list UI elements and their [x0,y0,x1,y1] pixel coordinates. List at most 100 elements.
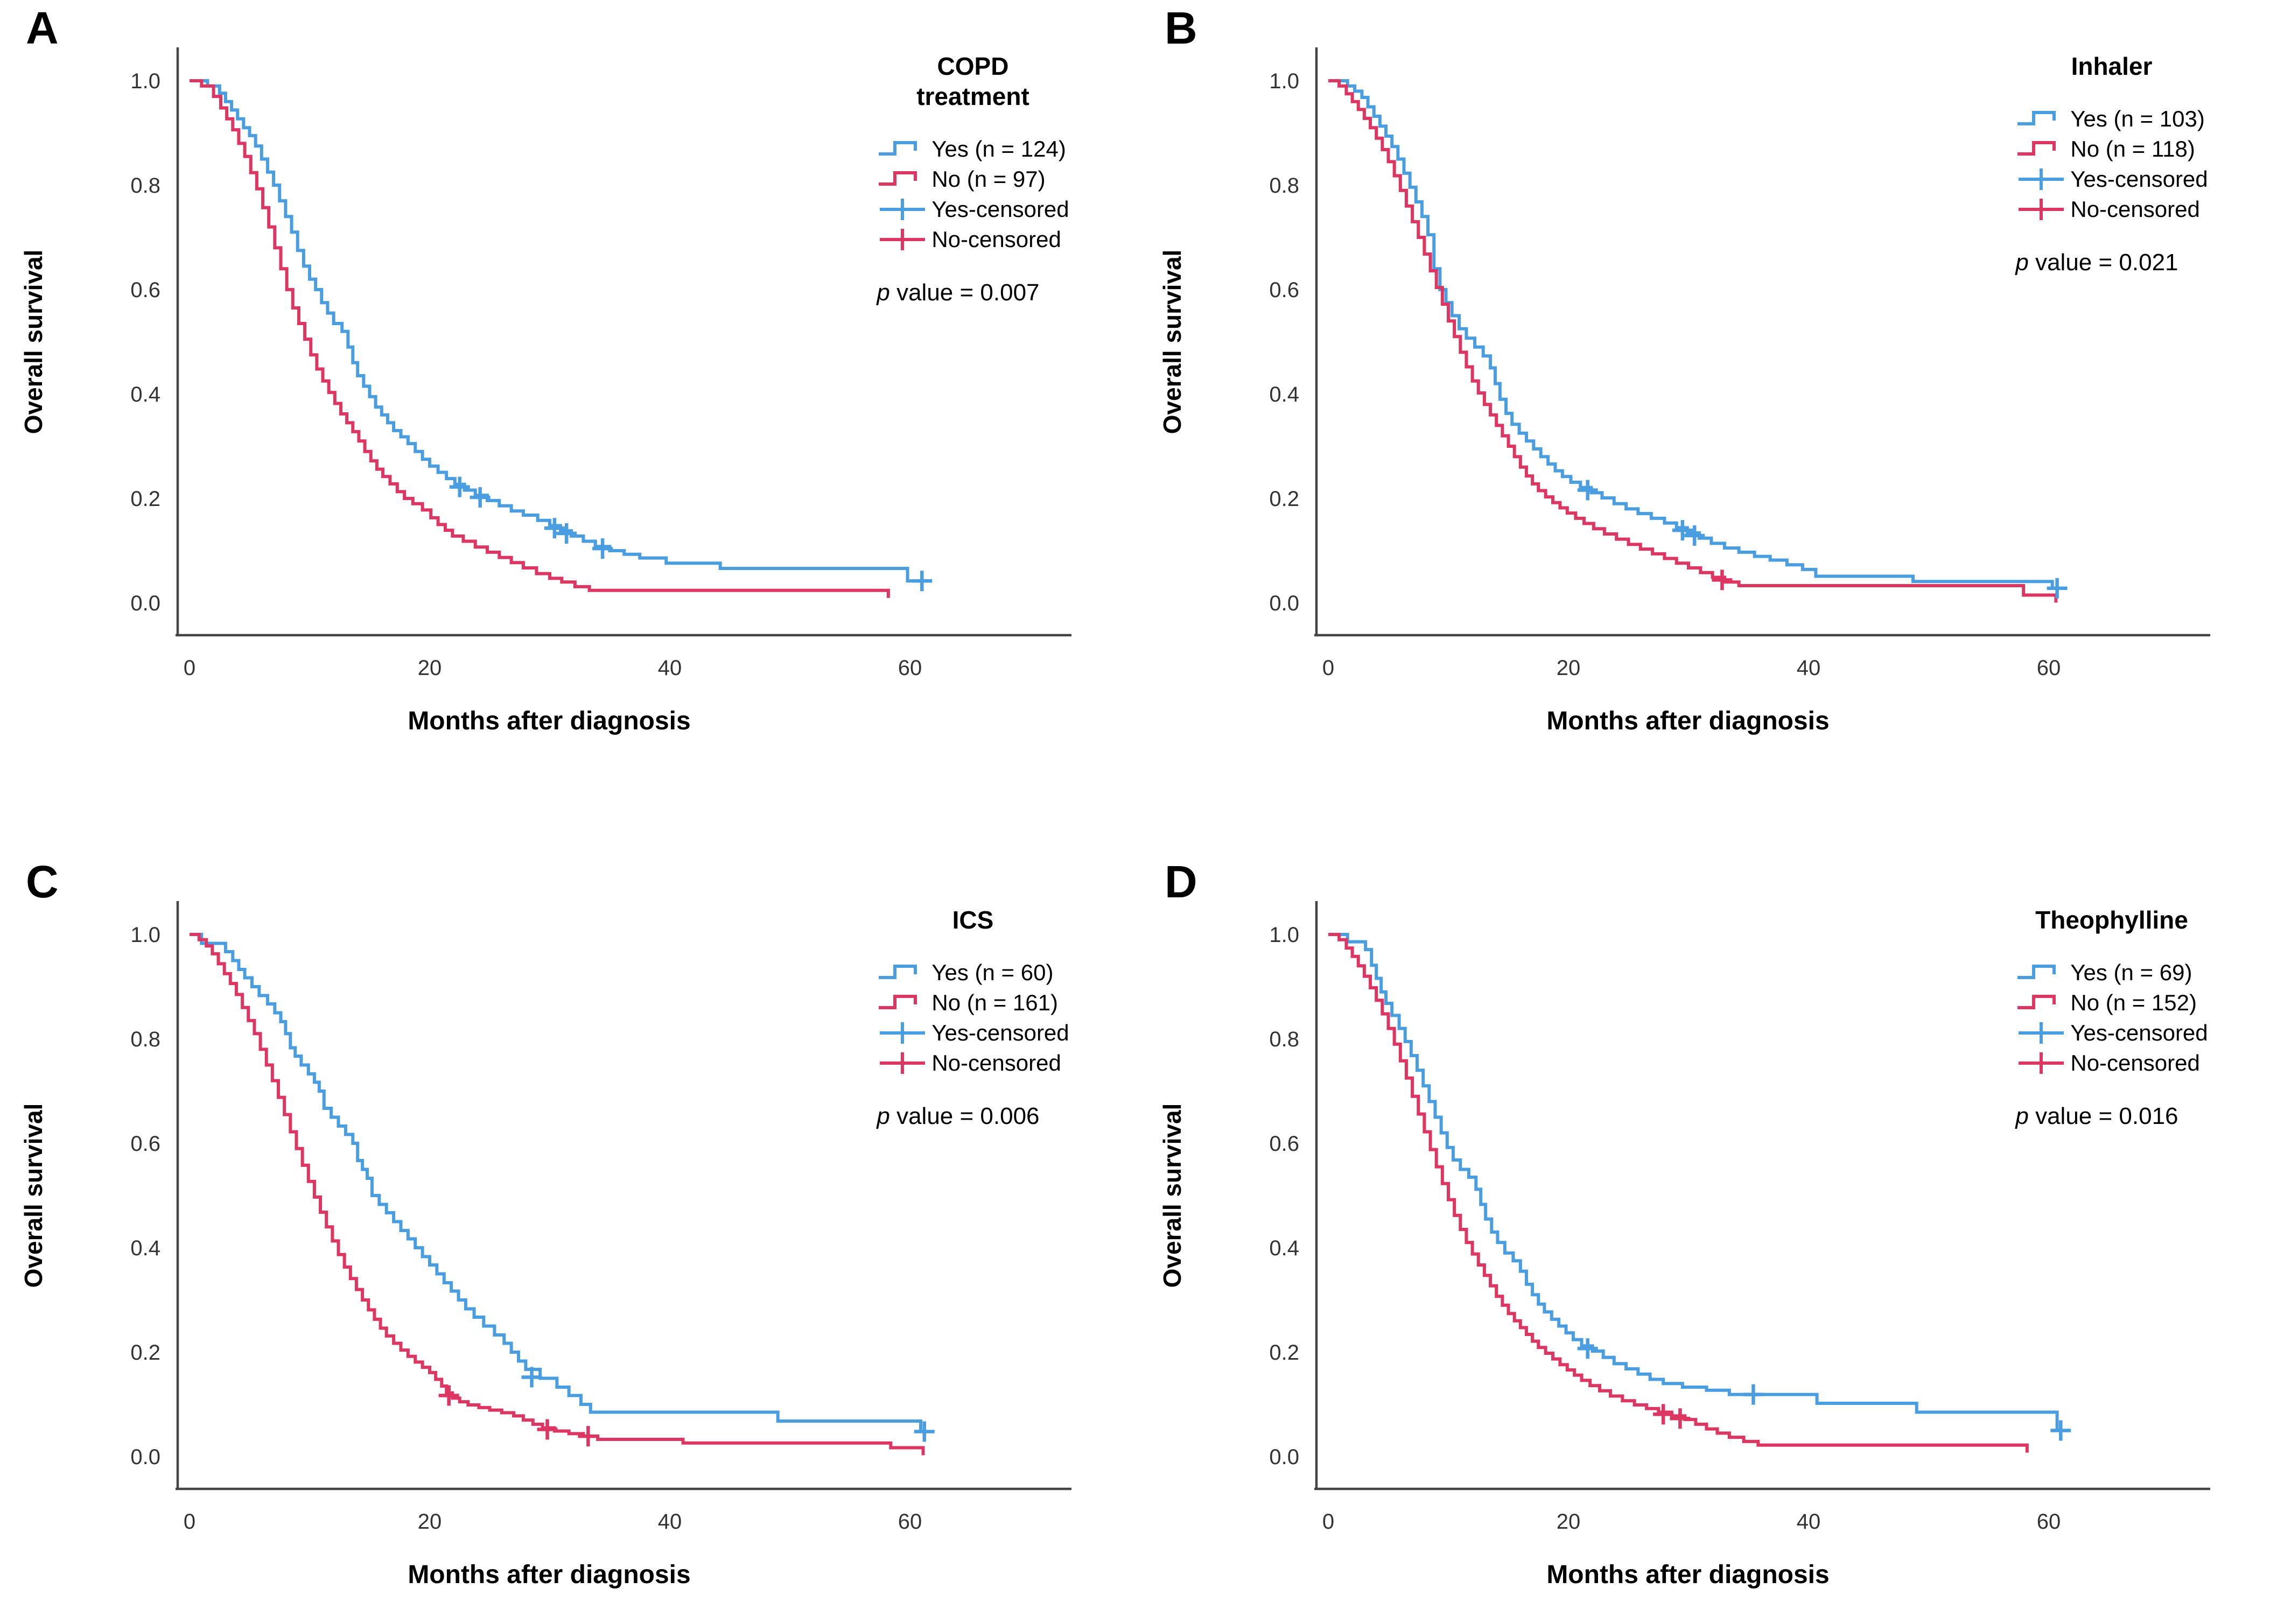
km-plot: 1.0 0.8 0.6 0.4 0.2 0.0 0 20 40 60 [130,47,1071,680]
p-value: p value = 0.016 [2015,1103,2178,1130]
x-axis-label: Months after diagnosis [408,707,691,735]
svg-text:0.2: 0.2 [1269,487,1299,511]
p-value: p value = 0.007 [877,279,1040,306]
svg-text:0.6: 0.6 [1269,1132,1299,1156]
svg-text:40: 40 [1797,1510,1821,1534]
svg-text:0: 0 [1322,1510,1334,1534]
svg-text:0: 0 [1322,656,1334,680]
km-step-icon [2017,965,2056,980]
legend-item-label: Yes (n = 60) [931,960,1054,986]
svg-text:0.8: 0.8 [1269,1028,1299,1051]
km-step-icon [879,965,917,980]
legend: Theophylline Yes (n = 69) No (n = 152) Y… [1946,905,2277,1130]
panel-letter: A [26,3,59,53]
km-plot: 1.0 0.8 0.6 0.4 0.2 0.0 0 20 40 60 [130,901,1071,1534]
legend-item-no-censored: No-censored [2015,1048,2208,1078]
panel-a: A Overall survival 1.0 0.8 0.6 0.4 0.2 0.0 0 20… [0,0,1138,812]
legend-item-label: Yes-censored [931,1020,1069,1046]
km-step-icon [2017,995,2056,1010]
legend: ICS Yes (n = 60) No (n = 161) Yes-censor… [808,905,1138,1130]
svg-text:40: 40 [658,656,682,680]
censor-plus-icon [2019,168,2064,191]
km-step-icon [879,995,917,1010]
svg-text:20: 20 [1557,1510,1581,1534]
censor-plus-icon [880,1022,926,1044]
svg-text:0.6: 0.6 [130,1132,160,1156]
km-plot: 1.0 0.8 0.6 0.4 0.2 0.0 0 20 40 60 [1269,901,2210,1534]
legend-item-no-censored: No-censored [877,1048,1069,1078]
svg-text:60: 60 [898,656,922,680]
legend-item-no: No (n = 118) [2015,134,2208,164]
svg-text:20: 20 [418,1510,442,1534]
legend-title: Inhaler [2071,52,2153,80]
svg-text:1.0: 1.0 [1269,69,1299,93]
svg-text:0.0: 0.0 [130,592,160,615]
legend-item-label: Yes-censored [931,196,1069,222]
x-axis-label: Months after diagnosis [408,1560,691,1589]
legend-title: COPD treatment [916,52,1029,111]
km-plot: 1.0 0.8 0.6 0.4 0.2 0.0 0 20 40 60 [1269,47,2210,680]
svg-text:0.4: 0.4 [1269,383,1299,406]
svg-text:40: 40 [1797,656,1821,680]
legend-item-yes: Yes (n = 124) [877,134,1069,164]
legend-item-label: No (n = 161) [931,990,1058,1016]
legend-item-label: Yes (n = 124) [931,136,1066,162]
p-value: p value = 0.021 [2015,249,2178,276]
legend-item-yes: Yes (n = 69) [2015,958,2208,988]
legend-item-label: Yes (n = 69) [2070,960,2192,986]
legend-item-label: No (n = 152) [2070,990,2197,1016]
svg-text:20: 20 [1557,656,1581,680]
panel-b: B Overall survival 1.0 0.8 0.6 0.4 0.2 0.0 0 20… [1139,0,2277,812]
svg-text:40: 40 [658,1510,682,1534]
svg-text:1.0: 1.0 [1269,923,1299,947]
legend-item-label: No-censored [2070,196,2200,222]
legend: COPD treatment Yes (n = 124) No (n = 97)… [808,51,1138,306]
legend-item-label: No (n = 118) [2070,136,2195,162]
legend-item-label: No-censored [931,1050,1061,1076]
censor-plus-icon [880,1052,926,1074]
legend-title: Theophylline [2035,906,2188,934]
legend-item-yes-censored: Yes-censored [2015,1018,2208,1048]
panel-c: C Overall survival 1.0 0.8 0.6 0.4 0.2 0.0 0 20… [0,812,1138,1623]
legend-item-no-censored: No-censored [877,224,1069,255]
legend-item-no: No (n = 152) [2015,988,2208,1018]
censor-plus-icon [2019,1052,2064,1074]
svg-text:0: 0 [184,1510,195,1534]
km-step-icon [2017,141,2056,156]
legend-item-yes-censored: Yes-censored [877,1018,1069,1048]
svg-text:20: 20 [418,656,442,680]
km-step-icon [2017,111,2056,126]
panel-letter: D [1165,856,1197,907]
censor-plus-icon [2019,1022,2064,1044]
svg-text:0: 0 [184,656,195,680]
legend-item-yes-censored: Yes-censored [877,194,1069,224]
panel-letter: B [1165,3,1197,53]
legend-item-no-censored: No-censored [2015,194,2208,224]
legend: Inhaler Yes (n = 103) No (n = 118) Yes-c… [1946,51,2277,276]
censor-plus-icon [880,229,926,251]
svg-text:1.0: 1.0 [130,69,160,93]
svg-text:0.8: 0.8 [130,174,160,198]
svg-text:0.2: 0.2 [130,1341,160,1365]
legend-item-yes: Yes (n = 103) [2015,104,2208,134]
svg-text:0.2: 0.2 [130,487,160,511]
legend-item-yes: Yes (n = 60) [877,958,1069,988]
legend-item-label: No (n = 97) [931,166,1046,192]
svg-text:0.0: 0.0 [130,1445,160,1469]
legend-title: ICS [952,906,994,934]
legend-item-label: No-censored [931,227,1061,252]
svg-text:0.4: 0.4 [130,383,160,406]
km-step-icon [879,141,917,156]
svg-text:60: 60 [898,1510,922,1534]
svg-text:0.2: 0.2 [1269,1341,1299,1365]
censor-plus-icon [880,199,926,221]
legend-item-label: Yes-censored [2070,1020,2208,1046]
p-value: p value = 0.006 [877,1103,1040,1130]
svg-text:0.4: 0.4 [1269,1236,1299,1260]
panel-d: D Overall survival 1.0 0.8 0.6 0.4 0.2 0.0 0 20… [1139,812,2277,1623]
legend-item-no: No (n = 97) [877,164,1069,194]
legend-item-label: Yes-censored [2070,166,2208,192]
legend-item-label: Yes (n = 103) [2070,106,2205,132]
svg-text:1.0: 1.0 [130,923,160,947]
